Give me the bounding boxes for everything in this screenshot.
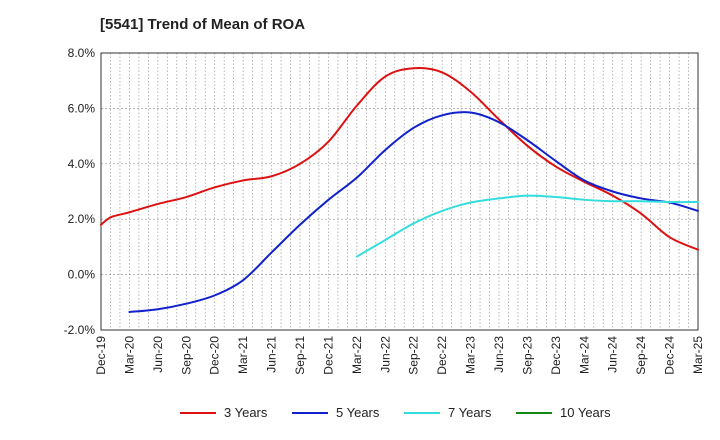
series-line-7-years	[355, 194, 699, 258]
x-tick-label: Dec-20	[208, 336, 222, 375]
x-tick-label: Dec-21	[321, 336, 335, 375]
x-tick-label: Dec-23	[549, 336, 563, 375]
y-tick-label: 0.0%	[68, 268, 96, 282]
x-tick-label: Mar-25	[691, 336, 705, 374]
x-tick-label: Mar-24	[577, 336, 591, 374]
x-tick-label: Sep-21	[293, 336, 307, 375]
x-tick-label: Jun-20	[151, 336, 165, 373]
legend-label: 3 Years	[224, 405, 268, 420]
x-tick-label: Sep-22	[407, 336, 421, 375]
legend: 3 Years 5 Years 7 Years 10 Years	[180, 405, 628, 420]
series-line-3-years	[100, 67, 699, 251]
x-tick-label: Dec-19	[94, 336, 108, 375]
x-tick-label: Mar-22	[350, 336, 364, 374]
x-tick-label: Jun-22	[378, 336, 392, 373]
legend-swatch	[404, 411, 440, 414]
plot-area	[101, 53, 698, 330]
x-tick-label: Jun-21	[265, 336, 279, 373]
legend-label: 10 Years	[560, 405, 611, 420]
legend-item: 3 Years	[180, 405, 292, 420]
y-tick-label: -2.0%	[64, 323, 96, 337]
chart-title: [5541] Trend of Mean of ROA	[100, 16, 306, 33]
x-tick-label: Mar-20	[122, 336, 136, 374]
x-tick-label: Sep-24	[634, 336, 648, 375]
x-tick-label: Sep-23	[520, 336, 534, 375]
plot-border	[100, 52, 699, 331]
legend-label: 5 Years	[336, 405, 380, 420]
y-tick-label: 2.0%	[68, 212, 96, 226]
x-tick-label: Sep-20	[179, 336, 193, 375]
legend-item: 5 Years	[292, 405, 404, 420]
x-tick-label: Jun-23	[492, 336, 506, 373]
grid	[101, 52, 698, 331]
y-tick-label: 4.0%	[68, 157, 96, 171]
series-line-5-years	[128, 111, 699, 313]
x-tick-label: Mar-23	[464, 336, 478, 374]
x-tick-label: Dec-24	[663, 336, 677, 375]
y-tick-label: 6.0%	[68, 101, 96, 115]
legend-swatch	[292, 411, 328, 414]
legend-item: 7 Years	[404, 405, 516, 420]
legend-swatch	[180, 411, 216, 414]
legend-label: 7 Years	[448, 405, 492, 420]
y-tick-label: 8.0%	[68, 46, 96, 60]
x-tick-label: Dec-22	[435, 336, 449, 375]
legend-item: 10 Years	[516, 405, 628, 420]
legend-swatch	[516, 411, 552, 414]
x-tick-label: Mar-21	[236, 336, 250, 374]
x-tick-label: Jun-24	[606, 336, 620, 373]
